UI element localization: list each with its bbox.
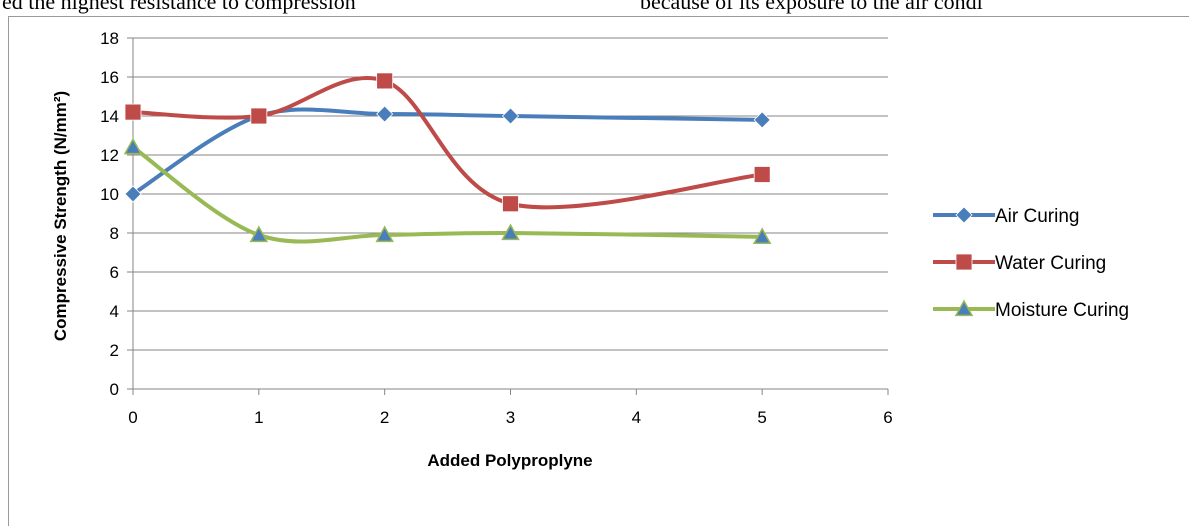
- data-point: [501, 107, 520, 125]
- y-tick-label: 18: [100, 29, 119, 48]
- data-point: [753, 166, 771, 183]
- data-point: [502, 195, 519, 213]
- y-axis-title: Compressive Strength (N/mm²): [51, 91, 70, 341]
- data-point: [375, 225, 394, 243]
- data-point: [250, 107, 268, 125]
- axes: [127, 37, 889, 395]
- data-point: [123, 137, 143, 155]
- data-point: [752, 227, 772, 245]
- data-point: [249, 225, 269, 243]
- legend-item: Water Curing: [933, 253, 1106, 274]
- y-tick-label: 10: [100, 185, 119, 204]
- legend-label: Water Curing: [995, 253, 1106, 274]
- data-point: [501, 223, 520, 241]
- y-tick-label: 2: [110, 341, 119, 360]
- gridlines: [133, 37, 888, 351]
- data-point: [376, 105, 394, 123]
- body-text-left: ed the highest resistance to compression: [2, 0, 356, 14]
- x-axis-title: Added Polyproplyne: [427, 451, 592, 470]
- legend: Air Curing Water Curing Moisture Curing: [933, 206, 1129, 321]
- x-tick-label: 3: [506, 408, 515, 427]
- legend-marker: [954, 299, 974, 317]
- x-tick-label: 1: [254, 408, 263, 427]
- legend-marker: [955, 253, 973, 271]
- y-tick-label: 14: [100, 107, 119, 126]
- x-tick-label: 6: [883, 408, 892, 427]
- series-line: [132, 75, 763, 210]
- data-point: [124, 103, 142, 121]
- data-point: [376, 72, 394, 90]
- y-tick-label: 16: [100, 68, 119, 87]
- data-point: [753, 111, 771, 129]
- y-tick-label: 6: [110, 263, 119, 282]
- chart-frame: [8, 16, 1189, 526]
- series-water-curing: [124, 72, 771, 213]
- x-tick-label: 2: [380, 408, 389, 427]
- y-tick-labels: 0 2 4 6 8 10 12 14 16 18: [100, 29, 119, 399]
- y-tick-label: 8: [110, 224, 119, 243]
- legend-label: Moisture Curing: [995, 300, 1129, 321]
- x-tick-labels: 0 1 2 3 4 5 6: [128, 408, 892, 427]
- legend-label: Air Curing: [995, 206, 1079, 227]
- legend-item: Moisture Curing: [933, 299, 1129, 321]
- legend-marker: [955, 206, 973, 224]
- legend-item: Air Curing: [933, 206, 1079, 227]
- x-tick-label: 4: [632, 408, 641, 427]
- x-tick-label: 5: [757, 408, 766, 427]
- x-tick-label: 0: [128, 408, 137, 427]
- y-tick-label: 12: [100, 146, 119, 165]
- body-text-right: because of its exposure to the air condi: [640, 0, 983, 14]
- y-tick-label: 0: [110, 380, 119, 399]
- y-tick-label: 4: [110, 302, 119, 321]
- series-moisture-curing: [123, 137, 772, 245]
- series-lines: [123, 72, 772, 245]
- data-point: [124, 185, 142, 203]
